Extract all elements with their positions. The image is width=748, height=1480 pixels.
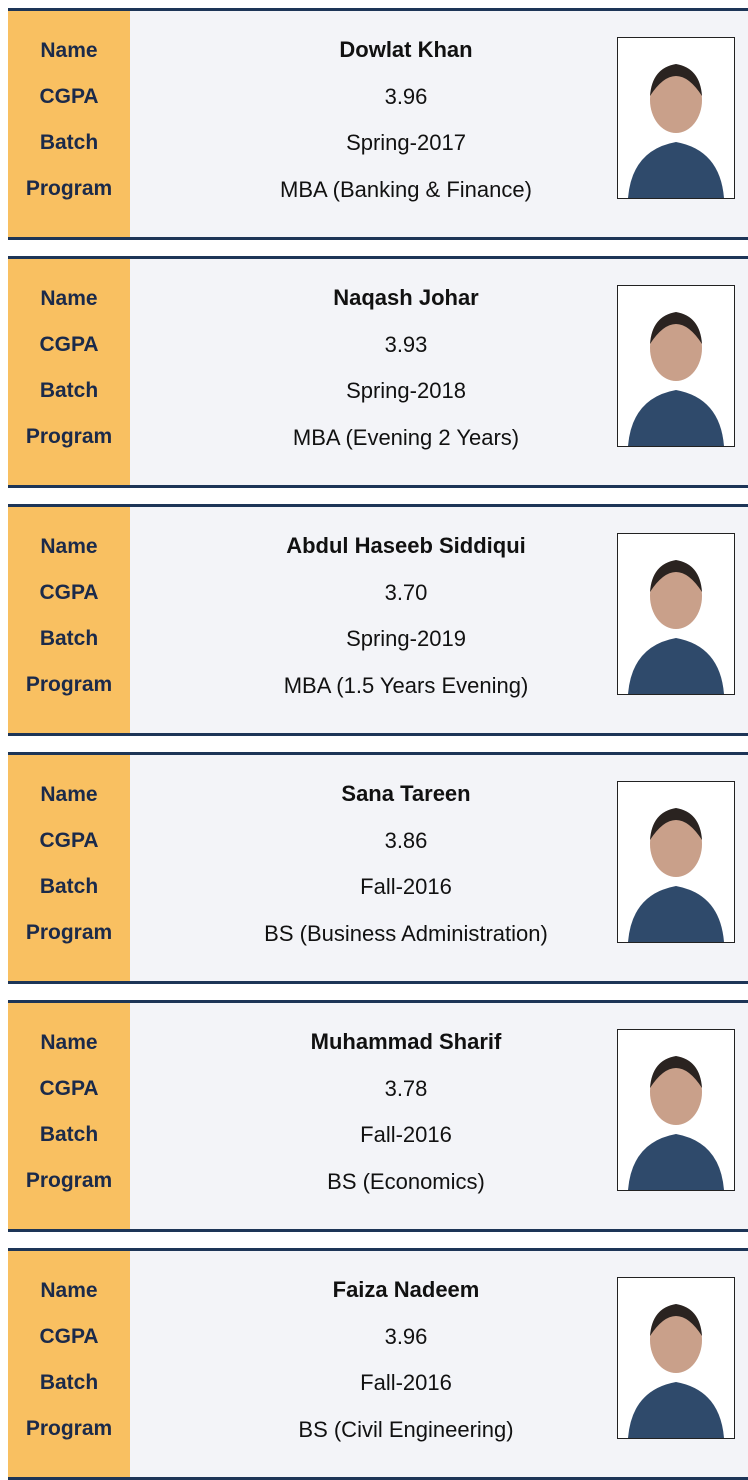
field-label: CGPA (39, 333, 99, 356)
field-value: 3.93 (384, 331, 428, 357)
field-value: Fall-2016 (360, 1122, 452, 1148)
field-label: Batch (39, 1123, 99, 1146)
photo-placeholder (628, 808, 724, 942)
field-label: Program (25, 673, 113, 696)
field-label: Name (40, 1279, 98, 1302)
field-value: Spring-2018 (346, 378, 466, 404)
field-values: Muhammad Sharif 3.78 Fall-2016 BS (Economic… (130, 1003, 682, 1229)
field-value: Abdul Haseeb Siddiqui (286, 533, 526, 559)
field-value: Naqash Johar (333, 285, 479, 311)
field-label: Program (25, 921, 113, 944)
student-photo (617, 37, 735, 199)
field-value: 3.96 (384, 83, 428, 109)
field-label: Batch (39, 875, 99, 898)
field-value: Spring-2017 (346, 130, 466, 156)
field-label: Program (25, 1169, 113, 1192)
student-photo (617, 285, 735, 447)
photo-placeholder (628, 1304, 724, 1438)
field-value: MBA (Evening 2 Years) (292, 424, 520, 450)
field-labels: Name CGPA Batch Program (8, 507, 130, 733)
field-value: MBA (Banking & Finance) (280, 176, 532, 202)
student-card: Name CGPA Batch Program Abdul Haseeb Siddiqu… (8, 504, 748, 736)
student-photo (617, 781, 735, 943)
field-value: 3.78 (384, 1075, 428, 1101)
field-value: Muhammad Sharif (310, 1029, 502, 1055)
field-label: CGPA (39, 829, 99, 852)
field-labels: Name CGPA Batch Program (8, 755, 130, 981)
field-value: BS (Business Administration) (264, 920, 548, 946)
field-value: Faiza Nadeem (332, 1277, 480, 1303)
field-values: Naqash Johar 3.93 Spring-2018 MBA (Evening … (130, 259, 682, 485)
field-values: Faiza Nadeem 3.96 Fall-2016 BS (Civil Engin… (130, 1251, 682, 1477)
field-value: MBA (1.5 Years Evening) (283, 672, 529, 698)
field-label: Name (40, 39, 98, 62)
field-label: Name (40, 783, 98, 806)
field-label: Program (25, 425, 113, 448)
student-card: Name CGPA Batch Program Dowlat Khan 3.96 Sprin… (8, 8, 748, 240)
student-photo (617, 1029, 735, 1191)
field-labels: Name CGPA Batch Program (8, 1251, 130, 1477)
field-label: Program (25, 177, 113, 200)
field-value: Spring-2019 (346, 626, 466, 652)
field-label: Program (25, 1417, 113, 1440)
field-value: BS (Economics) (327, 1168, 485, 1194)
field-label: Name (40, 535, 98, 558)
field-label: CGPA (39, 85, 99, 108)
field-label: Batch (39, 1371, 99, 1394)
field-value: Dowlat Khan (339, 37, 473, 63)
field-value: 3.96 (384, 1323, 428, 1349)
photo-placeholder (628, 64, 724, 198)
student-photo (617, 1277, 735, 1439)
field-values: Sana Tareen 3.86 Fall-2016 BS (Business Adm… (130, 755, 682, 981)
field-labels: Name CGPA Batch Program (8, 1003, 130, 1229)
field-label: CGPA (39, 581, 99, 604)
student-photo (617, 533, 735, 695)
field-labels: Name CGPA Batch Program (8, 11, 130, 237)
field-values: Abdul Haseeb Siddiqui 3.70 Spring-2019 MBA … (130, 507, 682, 733)
field-value: Sana Tareen (341, 781, 471, 807)
field-label: Name (40, 1031, 98, 1054)
student-card: Name CGPA Batch Program Sana Tareen 3.86 Fall-… (8, 752, 748, 984)
field-values: Dowlat Khan 3.96 Spring-2017 MBA (Banking &… (130, 11, 682, 237)
photo-placeholder (628, 1056, 724, 1190)
field-value: 3.70 (384, 579, 428, 605)
photo-placeholder (628, 560, 724, 694)
student-card: Name CGPA Batch Program Faiza Nadeem 3.96 Fall… (8, 1248, 748, 1480)
field-label: CGPA (39, 1077, 99, 1100)
field-value: Fall-2016 (360, 874, 452, 900)
field-label: CGPA (39, 1325, 99, 1348)
student-card: Name CGPA Batch Program Naqash Johar 3.93 Spri… (8, 256, 748, 488)
field-labels: Name CGPA Batch Program (8, 259, 130, 485)
field-label: Name (40, 287, 98, 310)
photo-placeholder (628, 312, 724, 446)
field-label: Batch (39, 379, 99, 402)
field-value: 3.86 (384, 827, 428, 853)
student-card: Name CGPA Batch Program Muhammad Sharif 3.78 F… (8, 1000, 748, 1232)
field-label: Batch (39, 131, 99, 154)
field-value: BS (Civil Engineering) (298, 1416, 514, 1442)
field-label: Batch (39, 627, 99, 650)
field-value: Fall-2016 (360, 1370, 452, 1396)
